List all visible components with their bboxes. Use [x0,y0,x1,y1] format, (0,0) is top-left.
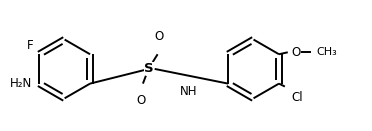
Text: S: S [144,62,154,75]
Text: O: O [137,94,145,107]
Text: H₂N: H₂N [10,77,32,90]
Text: Cl: Cl [292,91,303,104]
Text: O: O [154,31,163,43]
Text: CH₃: CH₃ [316,47,337,57]
Text: F: F [27,39,33,52]
Text: O: O [292,46,301,59]
Text: NH: NH [180,85,197,98]
